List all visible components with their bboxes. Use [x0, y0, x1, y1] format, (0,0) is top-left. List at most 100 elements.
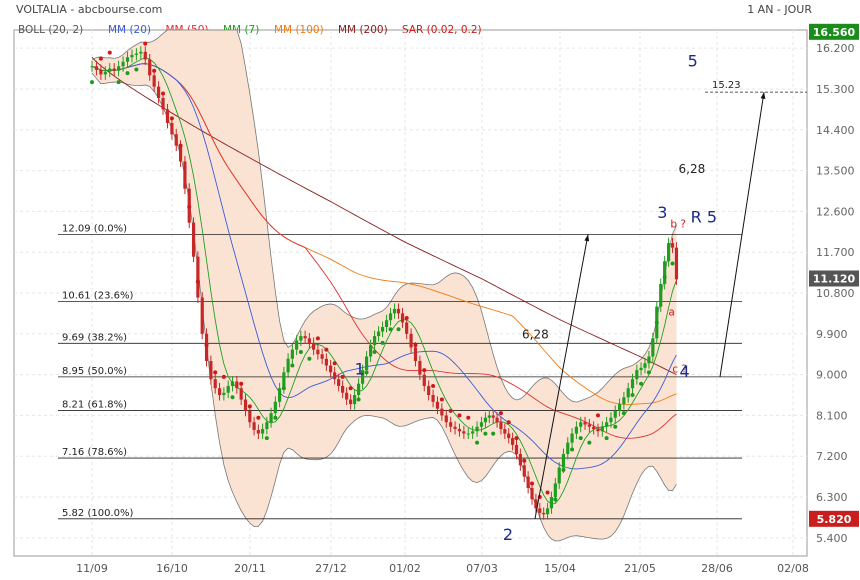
- sar-dot: [134, 67, 139, 72]
- sar-dot: [380, 340, 385, 345]
- candle: [170, 117, 174, 140]
- wave-label: 4: [679, 362, 689, 381]
- sar-dot: [116, 80, 121, 85]
- sar-dot: [169, 116, 174, 121]
- candle: [213, 373, 217, 394]
- fib-label: 5.82 (100.0%): [62, 508, 133, 519]
- candle: [457, 423, 462, 437]
- candle: [357, 378, 361, 401]
- low-price-badge: 5.820: [817, 513, 852, 526]
- candle: [112, 63, 116, 77]
- candle: [449, 416, 453, 433]
- candle: [174, 128, 178, 152]
- candle: [466, 428, 470, 440]
- sar-dot: [388, 327, 393, 332]
- annotation-label: a: [668, 307, 674, 319]
- sar-dot: [404, 315, 409, 320]
- wave-label: 2: [503, 525, 513, 544]
- candle: [307, 332, 311, 349]
- candle: [324, 353, 328, 371]
- sar-dot: [630, 393, 635, 398]
- candle: [286, 353, 290, 378]
- current-price-badge: 11.120: [813, 272, 856, 285]
- sar-dot: [152, 68, 157, 73]
- bollinger-band-fill: [92, 30, 677, 541]
- y-tick-label: 9.000: [816, 369, 848, 382]
- fib-label: 7.16 (78.6%): [62, 447, 127, 458]
- candle: [372, 330, 377, 351]
- candle: [248, 405, 252, 428]
- sar-dot: [195, 279, 200, 284]
- ma200-line: [91, 56, 677, 376]
- sar-dot: [595, 413, 600, 418]
- candle: [491, 409, 495, 424]
- candle: [534, 493, 538, 514]
- arrow-measure-1: [534, 234, 589, 519]
- sar-dot: [553, 497, 558, 502]
- candle: [209, 355, 213, 385]
- candle: [587, 419, 591, 433]
- candle: [462, 425, 466, 440]
- candle: [514, 439, 519, 460]
- candle: [139, 46, 143, 60]
- sar-dot: [356, 397, 361, 402]
- candle: [663, 255, 667, 290]
- current-price-badge-bg: [809, 270, 859, 287]
- y-tick-label: 14.400: [816, 124, 855, 137]
- candle: [600, 421, 604, 437]
- candle: [422, 369, 426, 392]
- target-label: 15.23: [712, 80, 741, 91]
- top-price-badge: 16.560: [813, 26, 856, 39]
- sar-dot: [239, 381, 244, 386]
- candle: [570, 428, 574, 449]
- sar-dot: [604, 436, 609, 441]
- candle: [376, 326, 381, 342]
- candle: [518, 448, 522, 471]
- x-tick-label: 11/09: [76, 562, 108, 575]
- candle: [134, 48, 138, 61]
- sar-dot: [439, 397, 444, 402]
- candle: [435, 396, 440, 415]
- candle: [609, 412, 613, 428]
- candle: [659, 278, 663, 313]
- candle: [605, 416, 609, 433]
- annotation-label: 6,28: [679, 162, 706, 176]
- sar-dot: [457, 413, 462, 418]
- candle: [303, 330, 307, 344]
- x-tick-label: 07/03: [466, 562, 498, 575]
- candle: [368, 339, 373, 362]
- candle: [156, 81, 161, 104]
- candle: [316, 344, 320, 360]
- sar-dot: [578, 436, 583, 441]
- candle: [538, 502, 542, 519]
- candle: [592, 421, 596, 435]
- ma20-line: [91, 63, 677, 470]
- sar-dot: [570, 447, 575, 452]
- y-tick-label: 8.100: [816, 409, 848, 422]
- candle: [483, 412, 488, 428]
- sar-dot: [161, 91, 166, 96]
- candle: [542, 507, 546, 520]
- sar-dot: [561, 467, 566, 472]
- wave-label: 1: [355, 360, 365, 379]
- sar-dot: [187, 204, 192, 209]
- x-tick-label: 15/04: [544, 562, 576, 575]
- candle: [400, 307, 405, 328]
- sar-dot: [670, 261, 675, 266]
- sar-dot: [290, 363, 295, 368]
- candle: [103, 66, 107, 80]
- sar-dot: [483, 431, 488, 436]
- candle: [545, 502, 550, 520]
- candle: [273, 396, 277, 419]
- sar-dot: [256, 415, 261, 420]
- candle: [361, 364, 365, 390]
- candle: [121, 56, 125, 72]
- candle: [265, 416, 269, 435]
- candle: [269, 407, 273, 428]
- candle: [290, 344, 294, 365]
- candle: [670, 237, 675, 254]
- y-tick-label: 15.300: [816, 83, 855, 96]
- candle: [557, 462, 561, 489]
- low-price-badge-bg: [809, 510, 859, 527]
- candle: [183, 156, 187, 195]
